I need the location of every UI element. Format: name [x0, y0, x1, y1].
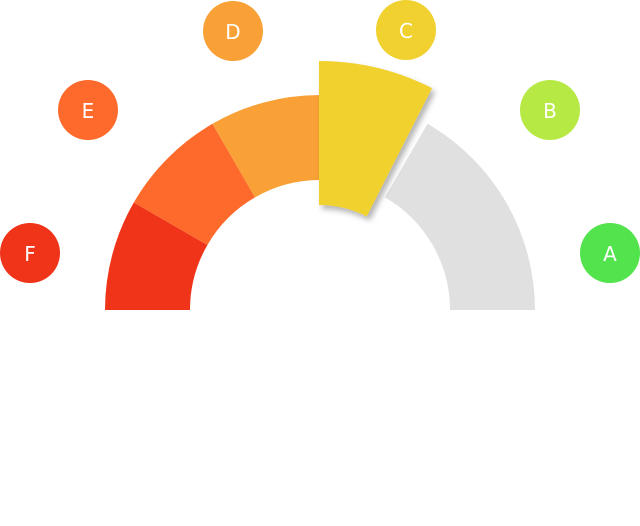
gauge-segment-a: [432, 202, 535, 310]
gauge-segment-c-selected: [319, 61, 433, 217]
grade-badge-circle: [203, 1, 263, 61]
grade-badge-f: F: [0, 223, 60, 283]
grade-badge-label: C: [399, 19, 413, 43]
grade-badge-d: D: [203, 1, 263, 61]
grade-badge-circle: [58, 80, 118, 140]
grade-badge-label: E: [82, 99, 95, 123]
grade-badge-circle: [580, 223, 640, 283]
grade-badge-a: A: [580, 223, 640, 283]
grade-badge-label: A: [603, 242, 617, 266]
gauge-segment-e: [133, 123, 255, 245]
grade-badge-circle: [0, 223, 60, 283]
grade-badge-label: F: [24, 242, 36, 266]
grade-badge-e: E: [58, 80, 118, 140]
gauge-segment-d: [212, 95, 320, 198]
grade-badge-c: C: [376, 0, 436, 60]
grade-badge-circle: [520, 80, 580, 140]
grade-badge-b: B: [520, 80, 580, 140]
gauge-segment-b: [385, 123, 507, 245]
gauge-segment-f: [105, 202, 208, 310]
grade-badge-circle: [376, 0, 436, 60]
grade-badge-label: B: [543, 99, 557, 123]
grade-badge-label: D: [225, 20, 240, 44]
